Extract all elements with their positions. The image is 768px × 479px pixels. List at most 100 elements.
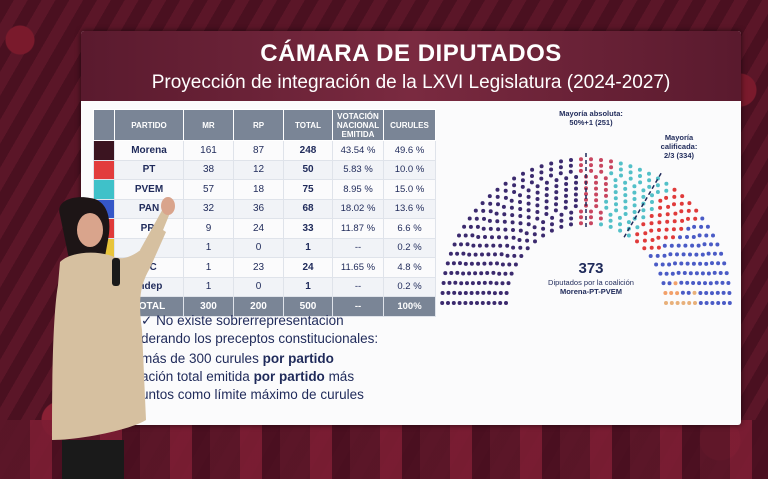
seat-dot (443, 271, 448, 276)
seat-dot (700, 216, 705, 221)
seat-dot (511, 235, 516, 240)
seat-dot (609, 159, 613, 164)
seat-dot (564, 182, 569, 186)
seat-dot (706, 251, 711, 256)
seat-dot (446, 301, 450, 305)
seat-dot (716, 301, 721, 305)
seat-dot (559, 212, 564, 217)
note-text-3a: más de 300 curules (141, 351, 263, 366)
seat-dot (494, 211, 499, 216)
seat-dot (535, 190, 540, 195)
seat-dot (518, 221, 523, 226)
seat-dot (568, 169, 573, 174)
seat-dot (681, 252, 686, 257)
seat-dot (727, 301, 732, 305)
note-line-2: derando los preceptos constitucionales: (141, 331, 379, 346)
seat-dot (647, 171, 651, 176)
seat-dot (451, 261, 456, 266)
seat-dot (520, 178, 525, 183)
seat-dot (657, 213, 662, 218)
seat-dot (628, 170, 633, 175)
seat-dot (486, 301, 491, 305)
seat-dot (518, 228, 523, 233)
seat-dot (662, 253, 667, 258)
seat-dot (579, 215, 583, 220)
seat-dot (589, 221, 593, 226)
seat-dot (589, 215, 593, 220)
seat-dot (498, 301, 503, 305)
seat-dot (699, 224, 704, 229)
seat-dot (608, 212, 613, 217)
seat-dot (553, 208, 558, 213)
seat-dot (692, 224, 697, 229)
majority-qualified-value: 2/3 (334) (663, 151, 695, 160)
seat-dot (512, 190, 517, 194)
seat-dot (480, 301, 485, 305)
seat-dot (521, 171, 525, 176)
seat-dot (623, 193, 628, 198)
seat-dot (482, 261, 487, 266)
seat-dot (452, 290, 457, 295)
seat-dot (667, 281, 672, 286)
cell-total: 50 (283, 159, 333, 180)
seat-dot (589, 209, 593, 214)
seat-dot (554, 190, 559, 195)
seat-dot (467, 252, 472, 257)
seat-dot (584, 197, 588, 202)
seat-dot (526, 201, 531, 206)
seat-dot (714, 280, 719, 285)
seat-dot (603, 187, 608, 192)
seat-dot (686, 290, 691, 295)
seat-dot (495, 194, 500, 199)
seat-dot (686, 216, 690, 221)
seat-dot (503, 181, 508, 186)
seat-dot (511, 228, 515, 232)
seat-dot (481, 226, 486, 231)
seat-dot (503, 227, 508, 232)
seat-dot (492, 291, 497, 296)
seat-dot (665, 212, 670, 217)
seat-dot (494, 281, 499, 286)
seat-dot (505, 253, 510, 258)
seat-dot (518, 214, 523, 218)
seat-dot (665, 219, 670, 224)
seat-dot (579, 163, 583, 168)
seat-dot (658, 271, 663, 276)
seat-dot (660, 262, 665, 267)
seat-dot (509, 205, 514, 210)
note-line-5: untos como límite máximo de curules (141, 387, 364, 402)
seat-dot (685, 280, 690, 285)
seat-dot (594, 198, 599, 203)
seat-dot (517, 238, 522, 242)
seat-dot (493, 252, 497, 257)
seat-dot (569, 158, 573, 162)
seat-dot (529, 180, 534, 185)
seat-dot (692, 290, 697, 295)
seat-dot (712, 270, 717, 275)
seat-dot (671, 235, 675, 240)
majority-absolute-title: Mayoría absoluta: (559, 109, 623, 118)
seat-dot (496, 227, 501, 232)
note-text-4c: más (324, 369, 355, 384)
seat-dot (445, 261, 450, 266)
seat-dot (481, 290, 486, 295)
seat-dot (449, 271, 454, 275)
seat-dot (503, 271, 508, 276)
seat-dot (664, 188, 669, 193)
seat-dot (649, 228, 654, 233)
seat-dot (658, 198, 663, 203)
seat-dot (641, 215, 646, 220)
seat-dot (618, 222, 622, 227)
seat-dot (483, 235, 487, 239)
seat-dot (658, 205, 663, 210)
seat-dot (471, 243, 476, 248)
seat-dot (469, 291, 474, 295)
seat-dot (579, 209, 583, 214)
seat-dot (510, 213, 515, 218)
seat-dot (603, 182, 608, 186)
seat-dot (680, 194, 685, 199)
seat-dot (491, 270, 496, 275)
seat-dot (722, 261, 727, 266)
seat-dot (724, 271, 729, 276)
seat-dot (463, 233, 468, 238)
